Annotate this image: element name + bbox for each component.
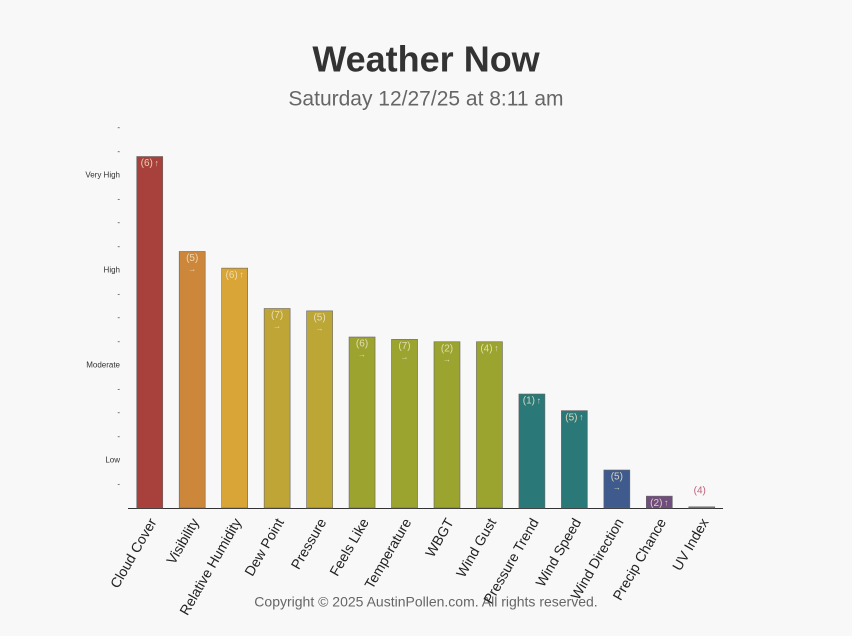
y-tick-label: - — [117, 408, 120, 417]
bar-label: (5) — [565, 412, 577, 423]
bar — [178, 251, 206, 509]
y-tick-label: - — [117, 432, 120, 441]
y-tick-label: - — [117, 313, 120, 322]
bar-arrow: ↑ — [664, 498, 669, 508]
bar-arrow: → — [273, 322, 281, 331]
y-tick-label: - — [117, 147, 120, 156]
y-tick-label: High — [104, 266, 120, 275]
bar-arrow: ↑ — [239, 270, 244, 280]
bar-label: (6) — [356, 339, 368, 350]
chart-subtitle: Saturday 12/27/25 at 8:11 am — [288, 88, 563, 111]
bar-label: (7) — [271, 310, 283, 321]
bar — [263, 308, 291, 509]
bar-arrow: ↑ — [537, 395, 542, 405]
bar — [221, 267, 248, 509]
y-tick-label: - — [117, 384, 120, 393]
y-tick-label: - — [117, 242, 120, 251]
y-tick-label: Moderate — [86, 361, 120, 370]
bar-label: (5) — [186, 253, 198, 264]
bar-arrow: → — [358, 350, 366, 359]
y-tick-label: - — [117, 123, 120, 132]
bar-label: (4) — [694, 485, 706, 496]
x-tick-label: Visibility — [163, 515, 202, 567]
x-tick-label: WBGT — [422, 515, 457, 560]
y-tick-label: - — [117, 479, 120, 488]
bar — [603, 469, 631, 509]
bar-label: (4) — [480, 343, 492, 354]
x-tick-label: Feels Like — [326, 515, 372, 578]
bar-label: (6) — [141, 158, 153, 169]
x-tick-label: Dew Point — [241, 515, 287, 578]
y-tick-label: - — [117, 218, 120, 227]
x-tick-label: Cloud Cover — [107, 515, 160, 591]
x-tick-label: UV Index — [669, 515, 712, 573]
bar-arrow: → — [188, 265, 196, 274]
footer: Copyright © 2025 AustinPollen.com. All r… — [254, 594, 597, 610]
bar-arrow: → — [316, 324, 324, 333]
x-tick-label: Pressure — [288, 515, 330, 572]
bar-label: (1) — [523, 396, 535, 407]
bar — [306, 310, 333, 509]
x-tick-label: Wind Gust — [453, 515, 500, 580]
bar — [688, 506, 716, 509]
bar-label: (2) — [650, 498, 662, 509]
bar-label: (5) — [611, 472, 623, 483]
y-tick-label: - — [117, 289, 120, 298]
bar-arrow: → — [613, 483, 621, 492]
bar — [518, 393, 546, 509]
bar — [476, 341, 503, 509]
bar — [136, 156, 164, 509]
chart-title: Weather Now — [312, 39, 540, 80]
bar — [348, 336, 376, 509]
bar — [561, 410, 588, 509]
bar-label: (2) — [441, 343, 453, 354]
bar-arrow: → — [443, 355, 451, 364]
bar-label: (5) — [313, 313, 325, 324]
bar-arrow: → — [401, 352, 409, 361]
y-tick-label: Low — [105, 456, 120, 465]
bar-arrow: ↑ — [154, 158, 159, 168]
bar-label: (7) — [398, 341, 410, 352]
bar — [433, 341, 461, 509]
y-tick-label: Very High — [85, 171, 120, 180]
bar — [646, 495, 673, 509]
bar-label: (6) — [226, 270, 238, 281]
y-tick-label: - — [117, 194, 120, 203]
y-tick-label: - — [117, 337, 120, 346]
bar-arrow: ↑ — [579, 412, 584, 422]
bar — [391, 339, 418, 509]
bar-arrow: ↑ — [494, 343, 499, 353]
